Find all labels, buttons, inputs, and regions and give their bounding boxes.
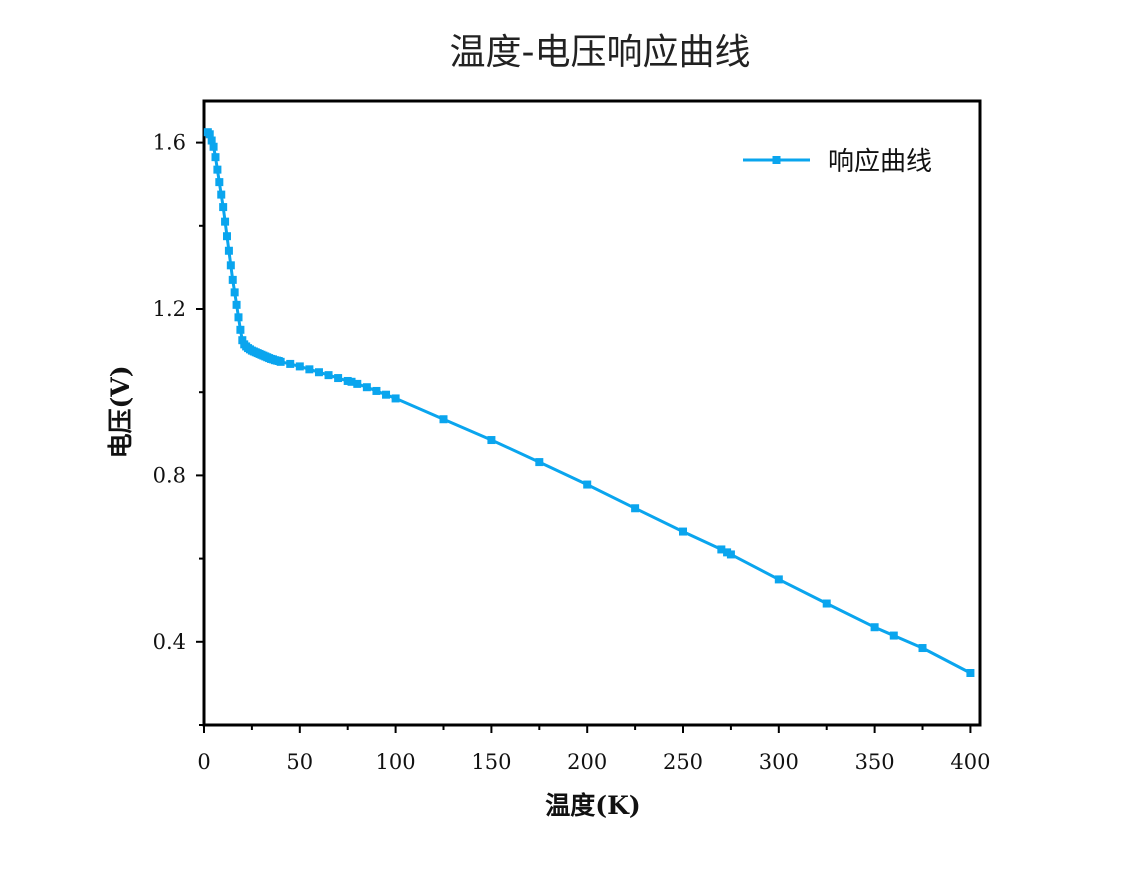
data-point-marker [487,436,496,445]
data-point-marker [305,365,314,374]
x-tick-label: 0 [197,750,210,774]
data-point-marker [205,130,214,139]
x-tick-label: 350 [855,750,895,774]
data-point-marker [372,386,381,395]
y-tick-label: 0.8 [153,463,186,487]
data-point-marker [217,190,226,199]
data-point-marker [324,371,333,380]
plot-area-frame [202,99,982,727]
legend: 响应曲线 [743,147,932,177]
x-tick-label: 300 [759,750,799,774]
data-point-marker [219,203,228,212]
data-point-marker [679,527,688,536]
data-point-marker [583,480,592,489]
y-axis-ticks: 0.4 0.8 1.2 1.6 [153,131,204,726]
data-point-marker [228,275,237,284]
data-point-marker [347,377,356,386]
series-line [206,131,972,675]
data-point-marker [726,550,735,559]
data-point-marker [439,415,448,424]
data-point-marker [232,300,241,309]
data-point-marker [234,313,243,322]
data-point-marker [870,623,879,632]
data-point-marker [889,631,898,640]
data-point-marker [213,165,222,174]
y-tick-label: 1.2 [153,297,186,321]
y-tick-label: 0.4 [153,630,186,654]
y-axis-label: 电压(V) [106,365,135,458]
data-point-marker [276,357,285,366]
x-axis-label: 温度(K) [545,791,640,820]
data-point-marker [822,599,831,608]
data-point-marker [362,383,371,392]
data-point-marker [236,325,245,334]
data-point-marker [535,458,544,467]
data-point-marker [222,232,231,241]
x-tick-label: 400 [950,750,990,774]
data-point-marker [209,142,218,151]
legend-marker-swatch [772,156,781,164]
data-point-marker [295,362,304,371]
data-point-marker [224,246,233,255]
x-tick-label: 50 [286,750,313,774]
x-tick-label: 250 [663,750,703,774]
data-point-marker [238,336,247,345]
data-point-marker [382,390,391,399]
chart-title: 温度-电压响应曲线 [450,32,751,73]
x-tick-label: 150 [471,750,511,774]
x-axis-ticks: 0 50 100 150 200 250 300 350 400 [197,725,990,774]
data-point-marker [286,359,295,368]
data-point-marker [334,374,343,383]
data-point-marker [391,394,400,403]
data-point-marker [221,217,230,226]
data-point-marker [230,288,239,297]
x-tick-label: 200 [567,750,607,774]
data-point-marker [918,644,927,653]
legend-label-series: 响应曲线 [828,147,932,177]
data-point-marker [631,504,640,513]
data-point-marker [211,153,220,162]
data-point-marker [353,379,362,388]
data-point-marker [207,136,216,145]
data-point-marker [966,669,975,677]
data-point-marker [226,261,235,270]
series-layer [203,128,975,677]
y-tick-label: 1.6 [153,131,186,155]
data-point-marker [215,178,224,187]
data-point-marker [717,545,726,554]
data-point-marker [774,575,783,584]
x-tick-label: 100 [376,750,416,774]
data-point-marker [314,368,323,377]
